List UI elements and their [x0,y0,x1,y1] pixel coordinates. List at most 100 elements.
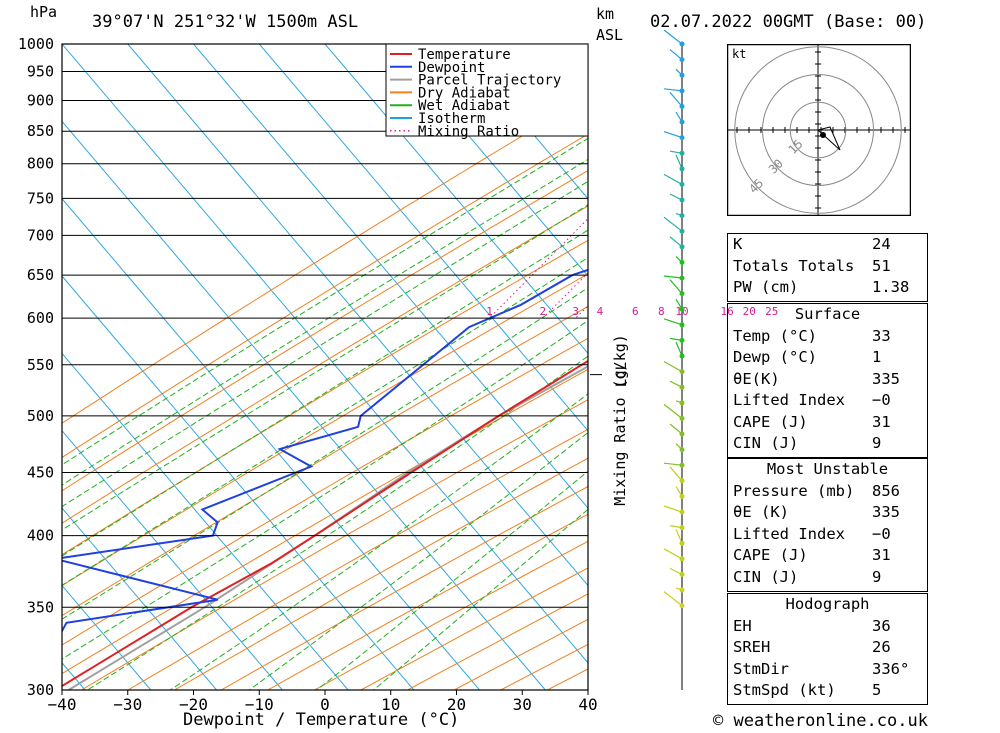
hodograph-title: Hodograph [785,595,870,613]
pressure-tick-label: 800 [27,155,54,173]
index-value: 36 [872,616,891,635]
index-label: PW (cm) [733,278,799,296]
wind-barb [675,486,683,497]
wind-barb [669,150,683,154]
isotherm-line [324,44,588,355]
index-row: Temp (°C) 33 [728,326,927,348]
x-tick-label: −10 [245,695,274,714]
legend-label: Parcel Trajectory [418,73,561,89]
pressure-unit-label: hPa [30,3,58,21]
wind-barb [663,591,683,607]
wind-barb [675,341,683,357]
wind-barb [675,255,683,263]
location-title: 39°07'N 251°32'W 1500m ASL [92,12,359,32]
legend-label: Temperature [418,47,511,63]
mixing-ratio-label: 20 [743,305,756,318]
dry-adiabat-line [127,428,588,690]
wind-barb [675,443,683,451]
wind-barb [675,68,683,76]
copyright: © weatheronline.co.uk [713,711,928,731]
index-row: StmSpd (kt) 5 [728,680,927,702]
index-row: Pressure (mb) 856 [728,481,927,503]
height-unit-km: km [596,5,615,23]
legend-label: Mixing Ratio [418,124,519,140]
mixing-ratio-label: 4 [597,305,604,318]
index-label: Temp (°C) [733,326,817,345]
index-row: CIN (J) 9 [728,433,927,455]
index-value: 5 [872,681,882,699]
wind-barb [663,216,683,232]
index-value: −0 [872,391,891,409]
wet-adiabat-line [249,431,588,690]
index-value: 1.38 [872,278,910,296]
dry-adiabat-line [62,368,588,675]
hodograph-box: Hodograph EH 36 SREH 26 StmDir 336° StmSpd (kt… [727,593,928,705]
isotherm-line [62,429,283,690]
pressure-tick-label: 700 [27,226,54,244]
wind-barb [669,279,683,294]
wind-barb [663,403,683,419]
x-tick-label: −20 [179,695,208,714]
index-value: 9 [872,567,882,586]
index-value: 335 [872,503,900,521]
mixing-ratio-label: 8 [658,305,665,318]
pressure-tick-label: 550 [27,356,54,374]
wind-barb [663,505,683,513]
hodograph-ring [734,46,902,214]
index-label: SREH [733,638,771,656]
wind-barb [669,423,683,435]
wind-barb [663,361,683,373]
wind-barb [669,380,683,388]
wind-barb [675,298,683,310]
pressure-tick-label: 750 [27,189,54,207]
index-row: PW (cm) 1.38 [728,277,927,299]
isotherm-line [258,44,588,432]
wind-barb [663,275,683,279]
wind-barb [663,173,683,185]
mixing-ratio-label: 6 [632,305,639,318]
wind-barb [663,462,683,466]
x-tick-label: 20 [447,695,466,714]
isotherm-line [62,44,588,664]
wind-barb [669,92,683,107]
x-tick-label: 40 [578,695,597,714]
pressure-tick-label: 600 [27,309,54,327]
wind-barb [663,548,683,560]
index-row: Dewp (°C) 1 [728,347,927,369]
dry-adiabat-line [62,169,588,492]
index-value: 33 [872,326,891,345]
index-label: Lifted Index [733,391,845,409]
index-label: StmDir [733,659,789,678]
wet-adiabat-line [62,158,588,486]
index-row: Lifted Index −0 [728,524,927,546]
isotherm-line [390,44,588,277]
index-label: Dewp (°C) [733,348,817,366]
wind-barb [669,567,683,575]
wind-barb [663,88,683,92]
index-row: CAPE (J) 31 [728,545,927,567]
pressure-tick-label: 1000 [18,35,54,53]
pressure-tick-label: 950 [27,63,54,81]
index-label: K [733,235,743,253]
wet-adiabat-line [62,180,588,508]
index-label: EH [733,616,752,635]
index-value: 31 [872,412,891,431]
pressure-tick-label: 350 [27,598,54,616]
wind-barb [663,318,683,326]
dry-adiabat-line [62,95,588,424]
index-value: 24 [872,235,891,253]
isotherm-line [62,120,546,690]
lcl-label: LCL [614,362,630,387]
x-tick-label: −30 [113,695,142,714]
dry-adiabat-line [81,399,588,690]
isotherm-line [127,44,588,587]
index-row: EH 36 [728,616,927,638]
wind-barb [669,337,683,341]
mixing-ratio-label: 2 [539,305,546,318]
x-tick-label: −40 [48,695,77,714]
temperature-line [62,359,588,688]
x-axis-label: Dewpoint / Temperature (°C) [183,710,460,730]
wet-adiabat-line [62,287,588,620]
